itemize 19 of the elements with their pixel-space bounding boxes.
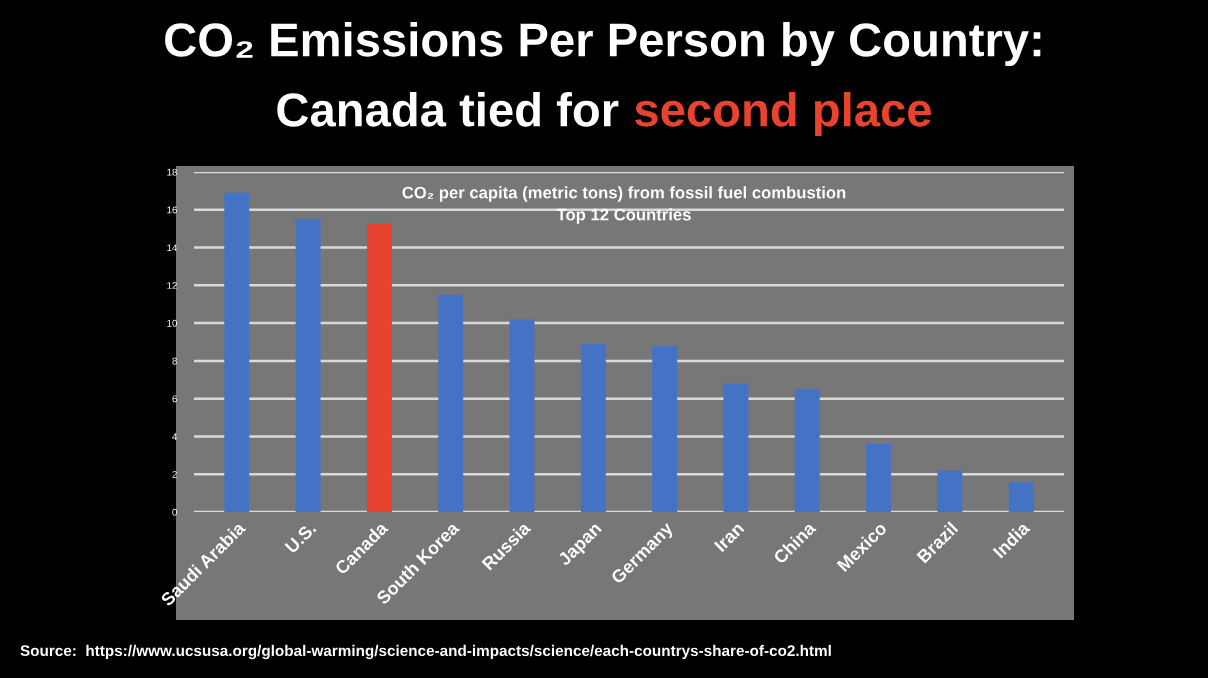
bar [652,345,678,512]
text: second place [635,91,931,137]
annotation: Top 12 Countries [556,208,691,224]
bar [866,444,892,512]
bar [509,319,535,512]
bar [438,294,464,512]
bar [794,389,820,512]
bar [1008,481,1034,512]
bar [723,383,749,512]
chart-subtitle: Canada tied for [277,91,619,127]
bar [937,470,963,512]
chart-title: CO₂ Emissions Per Person by Country: [165,21,1041,67]
bar [224,192,250,512]
bar [366,223,392,512]
bar [295,219,321,512]
x-tick-label: Iran [713,521,745,553]
bar [580,343,606,512]
x-tick-label: U.S. [284,521,317,554]
annotation: CO₂ per capita (metric tons) from fossil fuel combustion [402,186,846,202]
